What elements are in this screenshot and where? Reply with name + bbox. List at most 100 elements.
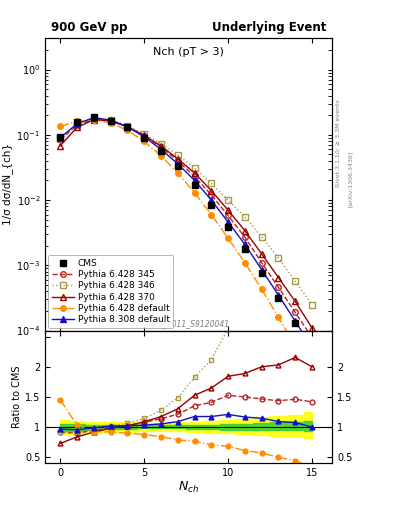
- Line: Pythia 6.428 370: Pythia 6.428 370: [57, 117, 315, 331]
- Pythia 6.428 370: [293, 298, 298, 305]
- Pythia 6.428 346: [226, 197, 230, 203]
- CMS: [125, 124, 130, 131]
- CMS: [259, 270, 264, 276]
- Pythia 6.428 370: [310, 325, 314, 331]
- Pythia 6.428 345: [142, 133, 147, 139]
- Line: Pythia 6.428 346: Pythia 6.428 346: [57, 116, 315, 307]
- Pythia 6.428 370: [125, 123, 130, 130]
- Pythia 6.428 345: [92, 116, 96, 122]
- Pythia 6.428 default: [293, 343, 298, 349]
- Pythia 6.428 370: [242, 227, 247, 233]
- Pythia 8.308 default: [108, 117, 113, 123]
- CMS: [75, 119, 79, 125]
- Pythia 6.428 345: [192, 174, 197, 180]
- Pythia 6.428 default: [58, 123, 62, 130]
- Pythia 6.428 346: [209, 180, 214, 186]
- Pythia 6.428 346: [159, 141, 163, 147]
- Pythia 8.308 default: [125, 123, 130, 130]
- Pythia 6.428 370: [276, 274, 281, 281]
- Pythia 8.308 default: [142, 134, 147, 140]
- Pythia 8.308 default: [58, 135, 62, 141]
- Pythia 6.428 370: [108, 118, 113, 124]
- CMS: [175, 163, 180, 169]
- Pythia 6.428 345: [259, 260, 264, 266]
- Pythia 8.308 default: [242, 241, 247, 247]
- Pythia 6.428 default: [125, 127, 130, 134]
- Pythia 6.428 default: [310, 375, 314, 381]
- Text: [arXiv:1306.3436]: [arXiv:1306.3436]: [348, 151, 353, 207]
- Pythia 6.428 370: [159, 143, 163, 149]
- Pythia 6.428 370: [92, 117, 96, 123]
- Pythia 6.428 346: [75, 122, 79, 128]
- Pythia 6.428 345: [75, 122, 79, 129]
- CMS: [242, 246, 247, 252]
- Line: Pythia 6.428 default: Pythia 6.428 default: [57, 117, 315, 380]
- CMS: [226, 224, 230, 230]
- Pythia 6.428 346: [293, 278, 298, 284]
- Pythia 6.428 default: [175, 170, 180, 176]
- Pythia 6.428 346: [259, 234, 264, 240]
- Pythia 6.428 370: [209, 187, 214, 194]
- Pythia 6.428 346: [310, 302, 314, 308]
- Text: 900 GeV pp: 900 GeV pp: [51, 21, 127, 34]
- Line: Pythia 6.428 345: Pythia 6.428 345: [57, 116, 315, 340]
- Pythia 6.428 default: [259, 286, 264, 292]
- Pythia 6.428 346: [242, 214, 247, 220]
- Pythia 8.308 default: [226, 219, 230, 225]
- Line: CMS: CMS: [57, 115, 315, 350]
- CMS: [108, 118, 113, 124]
- Pythia 8.308 default: [310, 345, 314, 351]
- Pythia 6.428 346: [276, 255, 281, 261]
- CMS: [293, 320, 298, 326]
- Pythia 6.428 346: [92, 116, 96, 122]
- Pythia 6.428 345: [226, 212, 230, 219]
- Pythia 6.428 345: [209, 192, 214, 198]
- Pythia 6.428 370: [175, 156, 180, 162]
- Pythia 6.428 370: [259, 251, 264, 257]
- Text: Rivet 3.1.10; ≥ 3.3M events: Rivet 3.1.10; ≥ 3.3M events: [336, 99, 341, 187]
- Pythia 6.428 default: [108, 120, 113, 126]
- Pythia 6.428 346: [58, 136, 62, 142]
- CMS: [192, 182, 197, 188]
- Pythia 6.428 345: [293, 309, 298, 315]
- Pythia 6.428 346: [108, 117, 113, 123]
- Pythia 6.428 345: [108, 118, 113, 124]
- Pythia 6.428 345: [58, 136, 62, 142]
- Pythia 6.428 346: [192, 165, 197, 171]
- Pythia 6.428 default: [142, 138, 147, 144]
- Pythia 6.428 default: [226, 235, 230, 241]
- Pythia 6.428 default: [159, 153, 163, 159]
- Pythia 8.308 default: [159, 146, 163, 153]
- CMS: [276, 294, 281, 301]
- Pythia 6.428 346: [142, 131, 147, 137]
- Pythia 6.428 370: [142, 132, 147, 138]
- Pythia 6.428 370: [192, 170, 197, 176]
- Pythia 6.428 345: [125, 123, 130, 130]
- Pythia 6.428 346: [125, 122, 130, 129]
- Pythia 6.428 345: [310, 334, 314, 340]
- Legend: CMS, Pythia 6.428 345, Pythia 6.428 346, Pythia 6.428 370, Pythia 6.428 default,: CMS, Pythia 6.428 345, Pythia 6.428 346,…: [48, 255, 173, 328]
- Pythia 8.308 default: [192, 177, 197, 183]
- Pythia 6.428 370: [75, 124, 79, 131]
- CMS: [310, 345, 314, 351]
- CMS: [58, 134, 62, 140]
- Text: CMS_2011_S9120041: CMS_2011_S9120041: [147, 318, 230, 328]
- Y-axis label: 1/σ dσ/dN_{ch}: 1/σ dσ/dN_{ch}: [2, 143, 13, 225]
- Pythia 6.428 370: [58, 143, 62, 149]
- Pythia 8.308 default: [175, 161, 180, 167]
- Pythia 8.308 default: [259, 267, 264, 273]
- Pythia 6.428 default: [276, 314, 281, 321]
- Line: Pythia 8.308 default: Pythia 8.308 default: [57, 115, 315, 350]
- Pythia 8.308 default: [293, 318, 298, 324]
- CMS: [209, 202, 214, 208]
- Text: Nch (pT > 3): Nch (pT > 3): [153, 47, 224, 57]
- Pythia 6.428 346: [175, 152, 180, 158]
- Pythia 8.308 default: [75, 121, 79, 127]
- Pythia 6.428 370: [226, 207, 230, 213]
- X-axis label: $N_{ch}$: $N_{ch}$: [178, 480, 199, 495]
- Pythia 6.428 default: [92, 117, 96, 123]
- Text: Underlying Event: Underlying Event: [212, 21, 326, 34]
- Pythia 6.428 default: [209, 211, 214, 218]
- Pythia 6.428 default: [75, 118, 79, 124]
- Pythia 6.428 345: [242, 234, 247, 240]
